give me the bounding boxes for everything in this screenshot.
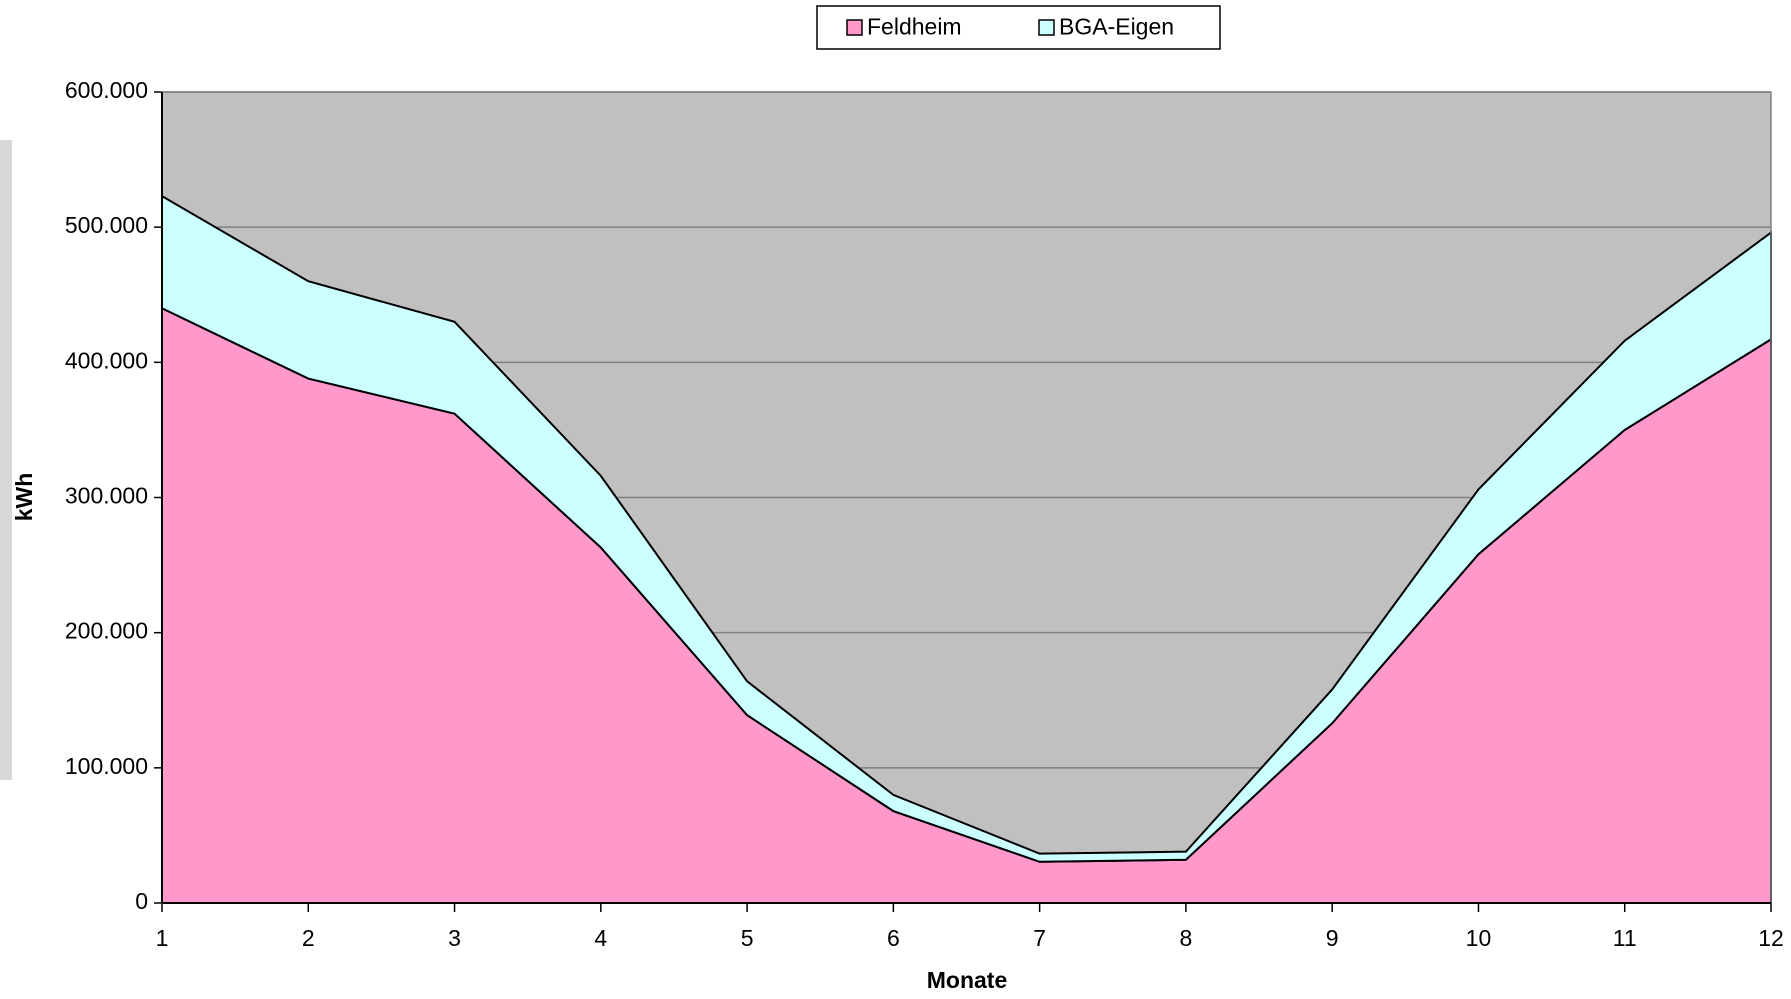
- legend-label: BGA-Eigen: [1059, 14, 1174, 40]
- y-tick-label: 0: [135, 888, 148, 914]
- y-tick-label: 100.000: [65, 753, 148, 779]
- y-tick-label: 400.000: [65, 347, 148, 373]
- y-tick-label: 600.000: [65, 77, 148, 103]
- y-tick-label: 300.000: [65, 483, 148, 509]
- x-tick-label: 7: [1033, 925, 1046, 951]
- x-tick-label: 1: [156, 925, 169, 951]
- x-tick-label: 2: [302, 925, 315, 951]
- y-tick-label: 500.000: [65, 212, 148, 238]
- y-tick-label: 200.000: [65, 618, 148, 644]
- x-tick-label: 11: [1613, 925, 1637, 951]
- x-tick-label: 5: [741, 925, 754, 951]
- x-tick-label: 6: [887, 925, 900, 951]
- x-tick-label: 10: [1466, 925, 1492, 951]
- decoration: [0, 140, 12, 780]
- x-axis-title: Monate: [927, 967, 1008, 993]
- x-tick-label: 8: [1180, 925, 1193, 951]
- x-tick-label: 9: [1326, 925, 1339, 951]
- legend-swatch: [846, 19, 863, 36]
- legend-box: [816, 5, 1221, 50]
- x-tick-label: 3: [448, 925, 461, 951]
- legend-swatch: [1038, 19, 1055, 36]
- x-tick-label: 12: [1758, 925, 1784, 951]
- x-tick-label: 4: [594, 925, 607, 951]
- y-axis-title: kWh: [11, 473, 37, 522]
- legend-label: Feldheim: [867, 14, 962, 40]
